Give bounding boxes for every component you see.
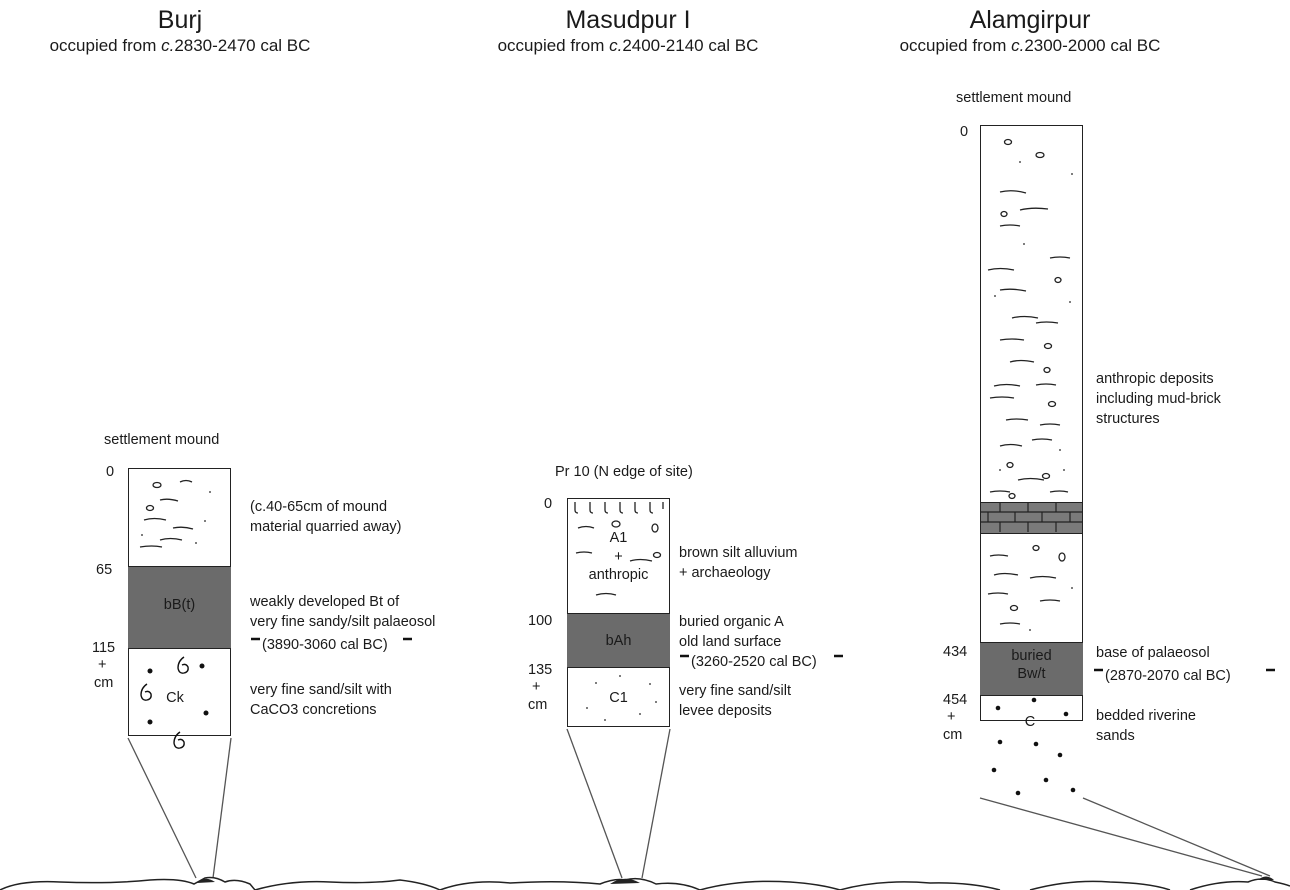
burj-anthropic-texture <box>139 479 194 548</box>
masudpur-occupation-prefix: occupied from <box>497 36 610 55</box>
alamgirpur-stipple <box>994 161 1073 631</box>
burj-unit-ck: Ck <box>166 690 184 706</box>
masudpur-note-bot: very fine sand/silt levee deposits <box>679 681 791 721</box>
burj-note-mid-2: very fine sandy/silt palaeosol <box>250 614 436 630</box>
date-marker-dashes <box>251 637 1275 672</box>
burj-depth-cm: cm <box>94 675 114 691</box>
alamgirpur-occupation-c: c. <box>1011 36 1025 55</box>
masudpur-anthropic-texture <box>575 520 662 596</box>
masudpur-occupation: occupied from c.2400-2140 cal BC <box>418 36 838 56</box>
masudpur-context-label: Pr 10 (N edge of site) <box>555 464 693 480</box>
masudpur-occupation-c: c. <box>609 36 623 55</box>
burj-unit-bbt: bB(t) <box>163 597 196 613</box>
masudpur-c1-stipple <box>586 675 657 721</box>
alamgirpur-depth-cm: cm <box>943 727 963 743</box>
masudpur-title: Masudpur I <box>565 6 691 34</box>
alamgirpur-note-mid: base of palaeosol <box>1096 645 1210 661</box>
burj-depth-115: 115 <box>92 640 116 656</box>
masudpur-depth-cm: cm <box>528 697 548 713</box>
alamgirpur-occupation-range: 2300-2000 cal BC <box>1024 36 1161 55</box>
masudpur-depth-0: 0 <box>544 496 553 512</box>
burj-occupation-prefix: occupied from <box>49 36 162 55</box>
alamgirpur-note-top: anthropic deposits including mud-brick str… <box>1096 369 1221 429</box>
alamgirpur-unit-bwt: Bw/t <box>1017 666 1046 682</box>
masudpur-section-column <box>567 498 670 727</box>
leader-lines <box>127 728 1271 879</box>
burj-note-mid-1: weakly developed Bt of <box>250 594 400 610</box>
burj-note-top-1: (c.40-65cm of mound <box>250 499 388 515</box>
masudpur-bah-layer <box>567 613 670 668</box>
burj-depth-65: 65 <box>96 562 113 578</box>
alamgirpur-occupation-prefix: occupied from <box>899 36 1012 55</box>
masudpur-note-mid-1: buried organic A <box>679 614 784 630</box>
masudpur-note-top: brown silt alluvium + archaeology <box>679 543 797 583</box>
alamgirpur-context-label: settlement mound <box>956 90 1072 106</box>
masudpur-unit-bah: bAh <box>605 633 632 649</box>
alamgirpur-depth-434: 434 <box>943 644 968 660</box>
alamgirpur-date: (2870-2070 cal BC) <box>1105 668 1231 684</box>
alamgirpur-note-top-2: including mud-brick <box>1096 391 1221 407</box>
site-mound-markers <box>197 876 1274 884</box>
burj-depth-plus: + <box>98 657 107 673</box>
alamgirpur-depth-0: 0 <box>960 124 969 140</box>
burj-note-top-2: material quarried away) <box>250 519 402 535</box>
masudpur-unit-plus: + <box>614 549 623 565</box>
burj-title: Burj <box>157 6 203 34</box>
burj-palaeosol-layer <box>128 566 231 649</box>
masudpur-depth-135: 135 <box>528 662 553 678</box>
alamgirpur-note-top-3: structures <box>1096 411 1160 427</box>
masudpur-note-mid: buried organic A old land surface <box>679 612 784 652</box>
burj-context-label: settlement mound <box>104 432 220 448</box>
burj-depth-0: 0 <box>106 464 115 480</box>
masudpur-date: (3260-2520 cal BC) <box>691 654 817 670</box>
masudpur-note-bot-1: very fine sand/silt <box>679 683 792 699</box>
masudpur-occupation-range: 2400-2140 cal BC <box>622 36 759 55</box>
alamgirpur-occupation: occupied from c.2300-2000 cal BC <box>820 36 1240 56</box>
alamgirpur-depth-plus: + <box>947 709 956 725</box>
burj-note-mid: weakly developed Bt of very fine sandy/si… <box>250 592 435 632</box>
masudpur-note-top-2: + archaeology <box>679 565 771 581</box>
masudpur-topsoil-roots <box>574 502 664 514</box>
masudpur-note-top-1: brown silt alluvium <box>679 545 798 561</box>
landscape-profile <box>0 876 1290 890</box>
alamgirpur-sand-dots <box>991 697 1076 796</box>
alamgirpur-title: Alamgirpur <box>969 6 1091 34</box>
alamgirpur-anthropic-texture <box>987 138 1071 625</box>
masudpur-note-mid-2: old land surface <box>679 634 782 650</box>
alamgirpur-mud-brick-pattern <box>981 503 1082 532</box>
burj-occupation-c: c. <box>161 36 175 55</box>
burj-note-bot-2: CaCO3 concretions <box>250 702 377 718</box>
alamgirpur-unit-buried: buried <box>1011 648 1052 664</box>
burj-date: (3890-3060 cal BC) <box>262 637 388 653</box>
alamgirpur-section-column <box>980 125 1083 721</box>
alamgirpur-note-bot: bedded riverine sands <box>1096 706 1196 746</box>
masudpur-unit-anthropic: anthropic <box>588 567 649 583</box>
masudpur-unit-a1: A1 <box>609 530 628 546</box>
alamgirpur-note-bot-1: bedded riverine <box>1096 708 1196 724</box>
alamgirpur-unit-c: C <box>1024 714 1036 730</box>
burj-note-bot-1: very fine sand/silt with <box>250 682 392 698</box>
masudpur-note-bot-2: levee deposits <box>679 703 772 719</box>
burj-stipple <box>141 491 211 544</box>
masudpur-depth-plus: + <box>532 679 541 695</box>
masudpur-depth-100: 100 <box>528 613 553 629</box>
burj-note-top: (c.40-65cm of mound material quarried awa… <box>250 497 402 537</box>
burj-concretion-spirals <box>140 656 189 749</box>
burj-concretion-dots <box>147 663 209 725</box>
alamgirpur-note-bot-2: sands <box>1096 728 1135 744</box>
burj-note-bot: very fine sand/silt with CaCO3 concretion… <box>250 680 392 720</box>
alamgirpur-buried-layer <box>980 642 1083 696</box>
burj-occupation-range: 2830-2470 cal BC <box>174 36 311 55</box>
alamgirpur-depth-454: 454 <box>943 692 968 708</box>
alamgirpur-note-top-1: anthropic deposits <box>1096 371 1214 387</box>
alamgirpur-mud-brick-layer <box>981 502 1082 534</box>
masudpur-unit-c1: C1 <box>609 690 628 706</box>
burj-occupation: occupied from c.2830-2470 cal BC <box>0 36 390 56</box>
